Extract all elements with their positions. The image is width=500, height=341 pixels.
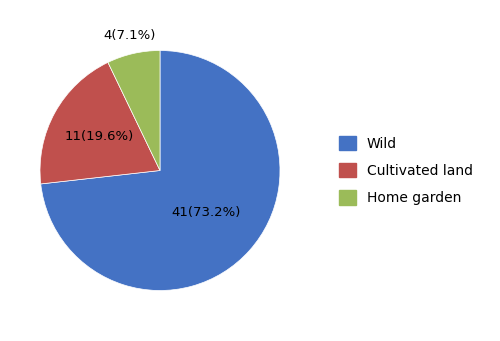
Legend: Wild, Cultivated land, Home garden: Wild, Cultivated land, Home garden xyxy=(332,129,480,212)
Text: 11(19.6%): 11(19.6%) xyxy=(64,130,134,143)
Text: 41(73.2%): 41(73.2%) xyxy=(172,206,241,219)
Wedge shape xyxy=(41,50,280,291)
Wedge shape xyxy=(108,50,160,170)
Wedge shape xyxy=(40,62,160,184)
Text: 4(7.1%): 4(7.1%) xyxy=(103,29,156,43)
